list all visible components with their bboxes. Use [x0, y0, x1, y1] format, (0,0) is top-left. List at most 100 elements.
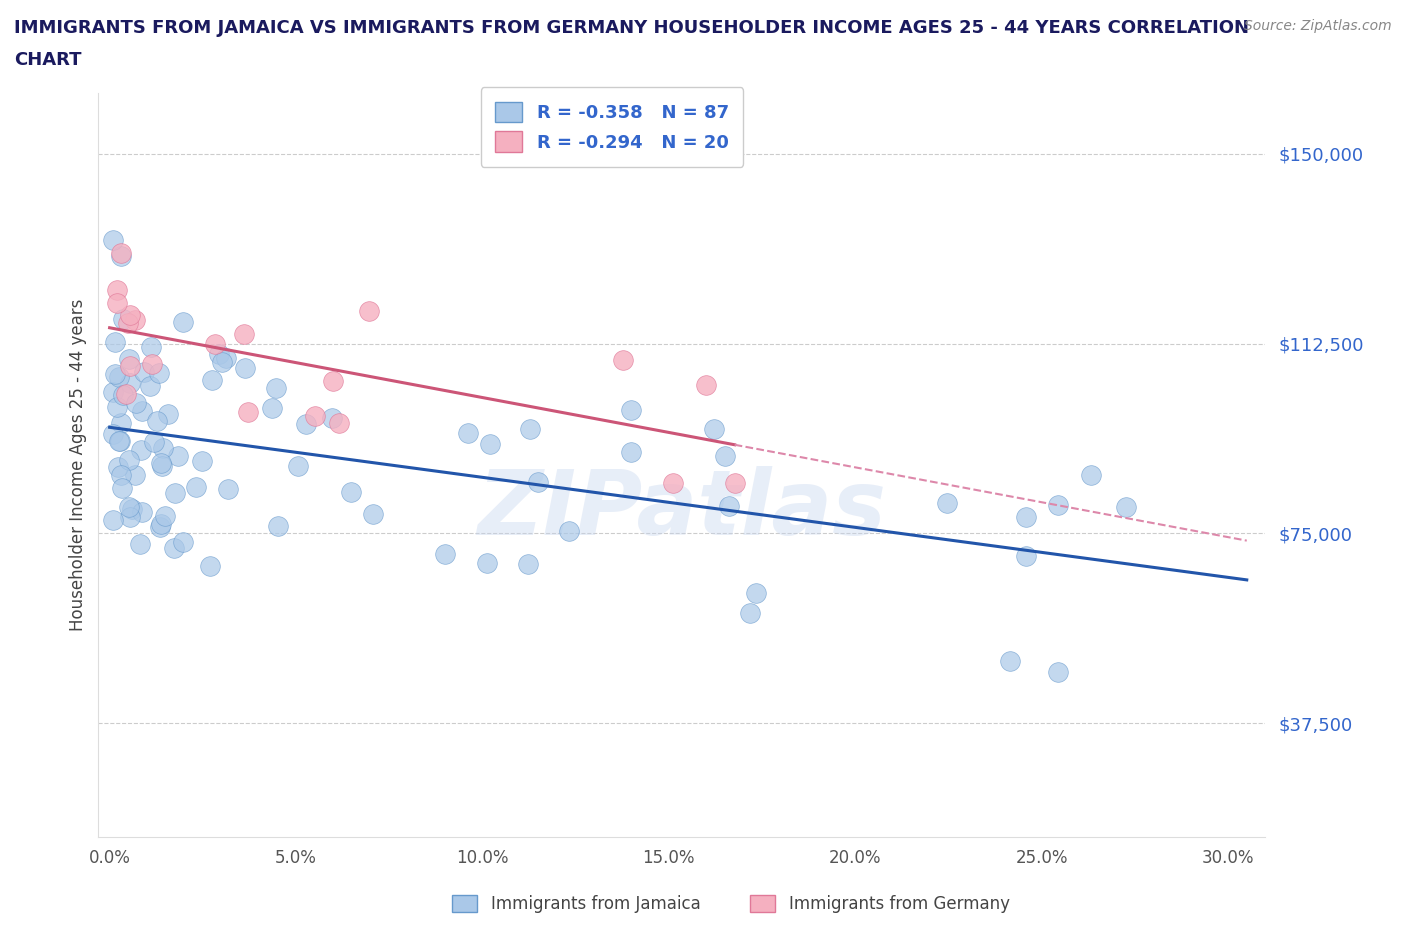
Point: [146, 414, 169, 429]
Point: [321, 411, 343, 426]
Point: [112, 312, 135, 326]
Text: ZIPatlas: ZIPatlas: [478, 466, 886, 553]
Point: [612, 352, 634, 367]
Text: CHART: CHART: [14, 51, 82, 69]
Point: [152, 441, 174, 456]
Point: [235, 360, 257, 375]
Point: [1080, 468, 1102, 483]
Point: [139, 379, 162, 393]
Point: [475, 555, 498, 570]
Point: [745, 586, 768, 601]
Point: [703, 421, 725, 436]
Point: [172, 315, 194, 330]
Point: [340, 485, 363, 500]
Point: [304, 409, 326, 424]
Point: [118, 499, 141, 514]
Point: [724, 475, 747, 490]
Point: [157, 407, 180, 422]
Point: [1015, 510, 1038, 525]
Point: [662, 475, 685, 490]
Y-axis label: Householder Income Ages 25 - 44 years: Householder Income Ages 25 - 44 years: [69, 299, 87, 631]
Point: [108, 434, 131, 449]
Point: [236, 405, 259, 419]
Point: [110, 467, 132, 482]
Point: [124, 312, 146, 327]
Point: [359, 303, 381, 318]
Point: [217, 482, 239, 497]
Text: Source: ZipAtlas.com: Source: ZipAtlas.com: [1244, 19, 1392, 33]
Point: [118, 376, 141, 391]
Point: [118, 453, 141, 468]
Point: [211, 355, 233, 370]
Point: [105, 296, 128, 311]
Point: [267, 519, 290, 534]
Point: [516, 557, 538, 572]
Point: [125, 395, 148, 410]
Point: [198, 559, 221, 574]
Point: [150, 458, 173, 473]
Point: [129, 443, 152, 458]
Point: [118, 352, 141, 366]
Point: [294, 417, 316, 432]
Point: [118, 358, 141, 373]
Point: [103, 427, 125, 442]
Point: [328, 416, 350, 431]
Point: [200, 373, 222, 388]
Point: [108, 369, 131, 384]
Point: [103, 232, 125, 247]
Point: [118, 308, 141, 323]
Point: [111, 388, 134, 403]
Point: [1015, 549, 1038, 564]
Point: [165, 485, 187, 500]
Point: [260, 401, 283, 416]
Point: [738, 605, 761, 620]
Point: [149, 456, 172, 471]
Point: [111, 480, 134, 495]
Point: [1047, 498, 1070, 512]
Point: [121, 501, 143, 516]
Point: [132, 365, 155, 379]
Point: [714, 449, 737, 464]
Legend: R = -0.358   N = 87, R = -0.294   N = 20: R = -0.358 N = 87, R = -0.294 N = 20: [481, 87, 744, 166]
Point: [718, 498, 741, 513]
Point: [129, 537, 152, 551]
Point: [105, 282, 128, 297]
Point: [155, 508, 177, 523]
Point: [998, 654, 1021, 669]
Point: [184, 480, 207, 495]
Point: [118, 510, 141, 525]
Point: [103, 384, 125, 399]
Point: [1115, 499, 1137, 514]
Point: [1046, 665, 1069, 680]
Point: [148, 365, 170, 380]
Point: [150, 516, 173, 531]
Point: [107, 459, 129, 474]
Point: [204, 337, 226, 352]
Point: [105, 400, 128, 415]
Point: [215, 351, 238, 365]
Point: [114, 387, 136, 402]
Point: [519, 421, 541, 436]
Point: [110, 246, 132, 260]
Point: [104, 335, 127, 350]
Point: [232, 326, 254, 341]
Point: [619, 445, 641, 459]
Point: [526, 474, 548, 489]
Point: [103, 512, 125, 527]
Point: [124, 468, 146, 483]
Point: [172, 535, 194, 550]
Point: [163, 540, 186, 555]
Point: [104, 366, 127, 381]
Point: [264, 381, 287, 396]
Point: [936, 496, 959, 511]
Point: [620, 403, 643, 418]
Point: [361, 506, 384, 521]
Point: [287, 459, 309, 474]
Point: [434, 547, 457, 562]
Point: [131, 403, 153, 418]
Point: [141, 356, 163, 371]
Point: [208, 347, 231, 362]
Point: [191, 454, 214, 469]
Text: IMMIGRANTS FROM JAMAICA VS IMMIGRANTS FROM GERMANY HOUSEHOLDER INCOME AGES 25 - : IMMIGRANTS FROM JAMAICA VS IMMIGRANTS FR…: [14, 19, 1249, 36]
Point: [117, 315, 139, 330]
